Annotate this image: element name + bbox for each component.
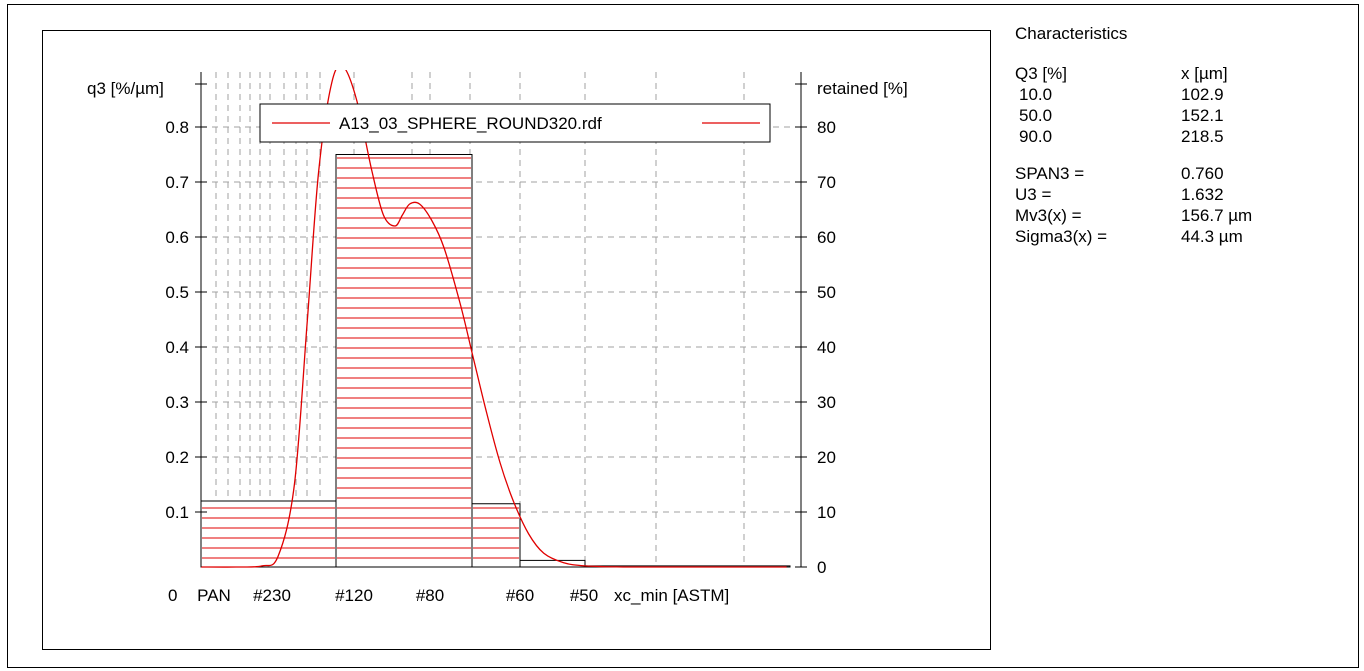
- x-axis-tick-label: #50: [570, 586, 598, 605]
- characteristics-title: Characteristics: [1015, 24, 1128, 43]
- right-axis-tick-label: 40: [817, 338, 836, 357]
- histogram-bar: [200, 500, 337, 568]
- x-axis-label: xc_min [ASTM]: [614, 586, 729, 605]
- legend: A13_03_SPHERE_ROUND320.rdf: [259, 103, 771, 143]
- histogram-bar: [471, 503, 521, 568]
- histogram-bar: [519, 559, 586, 568]
- characteristics-header: Q3 [%] x [µm]: [1015, 64, 1345, 84]
- left-axis-tick-label: 0.8: [165, 118, 189, 137]
- x-axis-origin-label: 0: [168, 586, 177, 605]
- right-axis-tick-label: 10: [817, 503, 836, 522]
- size-value: 218.5: [1181, 127, 1224, 146]
- quantile-row: 90.0 218.5: [1015, 127, 1345, 147]
- left-axis-tick-label: 0.4: [165, 338, 189, 357]
- left-axis-label: q3 [%/µm]: [87, 79, 164, 98]
- stat-value: 1.632: [1181, 185, 1224, 204]
- stat-row-mv3: Mv3(x) = 156.7 µm: [1015, 206, 1345, 226]
- quantile-value: 90.0: [1019, 127, 1053, 146]
- grid: [201, 72, 801, 567]
- stat-row-span3: SPAN3 = 0.760: [1015, 164, 1345, 184]
- density-curve: [201, 70, 787, 568]
- size-header: x [µm]: [1181, 64, 1228, 83]
- right-axis-label: retained [%]: [817, 79, 908, 98]
- right-axis-tick-label: 80: [817, 118, 836, 137]
- axis-labels: q3 [%/µm] retained [%] 0 xc_min [ASTM]: [87, 79, 908, 605]
- quantile-header: Q3 [%]: [1015, 64, 1067, 83]
- stat-label: SPAN3 =: [1015, 164, 1085, 183]
- right-axis-tick-label: 0: [817, 558, 826, 577]
- left-axis-tick-label: 0.7: [165, 173, 189, 192]
- stat-row-sigma3: Sigma3(x) = 44.3 µm: [1015, 227, 1345, 247]
- quantile-value: 10.0: [1019, 85, 1053, 104]
- size-value: 102.9: [1181, 85, 1224, 104]
- right-axis-tick-label: 30: [817, 393, 836, 412]
- histogram-bars: [200, 154, 791, 568]
- axes: 0.1 0.2 0.3 0.4 0.5 0.6 0.7 0.8 0 10 20 30 40 50 60 70 8…: [165, 72, 836, 605]
- quantile-value: 50.0: [1019, 106, 1053, 125]
- plot-panel: [42, 30, 991, 650]
- right-axis-tick-label: 50: [817, 283, 836, 302]
- left-axis-tick-label: 0.3: [165, 393, 189, 412]
- quantile-row: 50.0 152.1: [1015, 106, 1345, 126]
- left-axis-tick-label: 0.1: [165, 503, 189, 522]
- right-axis-tick-label: 70: [817, 173, 836, 192]
- histogram-bar: [335, 154, 473, 568]
- density-curve-layer: [201, 70, 787, 568]
- left-axis-tick-label: 0.6: [165, 228, 189, 247]
- left-axis-tick-label: 0.2: [165, 448, 189, 467]
- stat-value: 156.7 µm: [1181, 206, 1253, 225]
- x-axis-tick-label: PAN: [197, 586, 231, 605]
- x-axis-tick-label: #80: [416, 586, 444, 605]
- stat-value: 44.3 µm: [1181, 227, 1243, 246]
- stat-label: Mv3(x) =: [1015, 206, 1082, 225]
- legend-box: [259, 103, 771, 143]
- left-axis-tick-label: 0.5: [165, 283, 189, 302]
- stat-value: 0.760: [1181, 164, 1224, 183]
- size-value: 152.1: [1181, 106, 1224, 125]
- x-axis-tick-label: #60: [506, 586, 534, 605]
- legend-label: A13_03_SPHERE_ROUND320.rdf: [339, 114, 602, 133]
- stat-label: Sigma3(x) =: [1015, 227, 1108, 246]
- right-axis-tick-label: 20: [817, 448, 836, 467]
- stat-row-u3: U3 = 1.632: [1015, 185, 1345, 205]
- right-axis-tick-label: 60: [817, 228, 836, 247]
- stat-label: U3 =: [1015, 185, 1052, 204]
- quantile-row: 10.0 102.9: [1015, 85, 1345, 105]
- x-axis-tick-label: #120: [335, 586, 373, 605]
- x-axis-tick-label: #230: [253, 586, 291, 605]
